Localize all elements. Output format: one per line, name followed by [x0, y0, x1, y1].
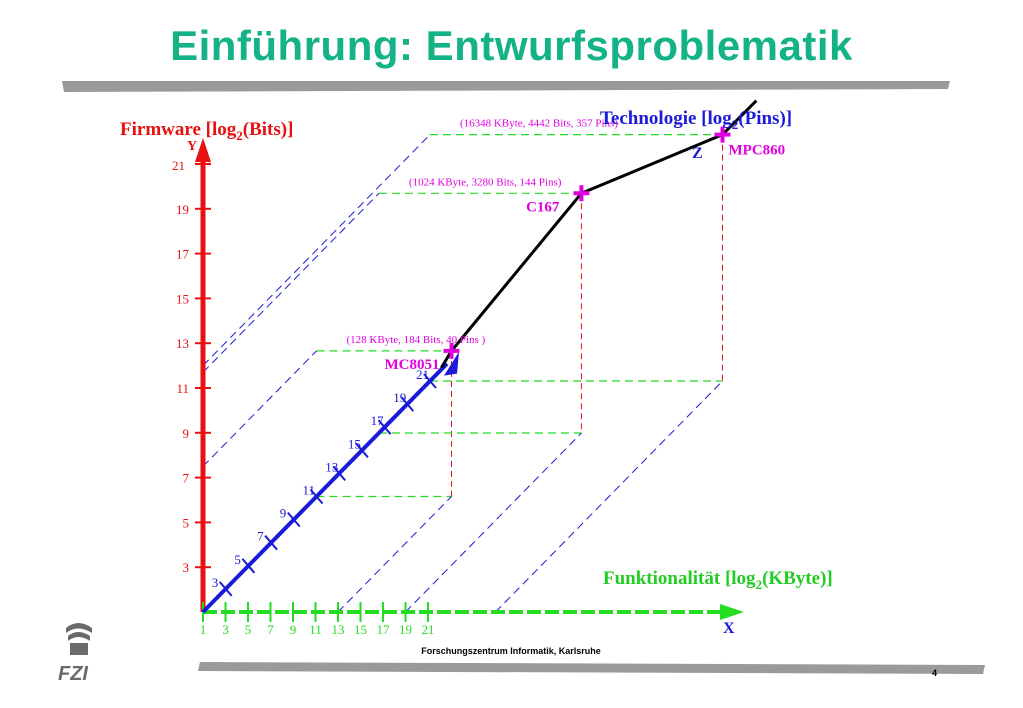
- technology-axis-title: Technologie [log2(Pins)]: [600, 108, 792, 132]
- x-tick-label: 1: [200, 622, 207, 637]
- footer-bar: [198, 662, 985, 674]
- page-title: Einführung: Entwurfsproblematik: [170, 22, 853, 69]
- chip-label: MPC860: [729, 143, 786, 159]
- chip-markers: (128 KByte, 184 Bits, 40 Pins ) MC8051 (10…: [347, 118, 786, 373]
- z-axis-arrow: [444, 351, 460, 376]
- x-tick-label: 15: [354, 622, 367, 637]
- wall-guide: [202, 350, 317, 467]
- x-tick-label: 13: [332, 622, 345, 637]
- z-tick: [423, 373, 437, 389]
- z-tick: [400, 396, 415, 412]
- z-tick-label: 3: [212, 575, 219, 590]
- trend-line: [440, 99, 758, 369]
- x-tick-label: 7: [267, 622, 274, 637]
- x-tick-label: 21: [422, 622, 435, 637]
- y-tick-label: 3: [183, 560, 190, 575]
- title-underline: [62, 81, 950, 92]
- y-tick-label: 17: [176, 247, 190, 262]
- z-tick: [377, 419, 392, 435]
- z-tick: [332, 465, 346, 482]
- y-tick-label: 11: [176, 381, 189, 396]
- y-tick-label: 13: [176, 336, 189, 351]
- chip-marker: [714, 126, 731, 143]
- z-tick-label: 11: [303, 483, 316, 498]
- z-tick-label: 7: [257, 529, 264, 544]
- z-axis-letter: Z: [692, 145, 703, 162]
- functionality-axis-title: Funktionalität [log2(KByte)]: [603, 568, 833, 592]
- z-tick: [355, 442, 369, 458]
- depth-guide: [337, 496, 452, 613]
- z-tick-label: 17: [371, 413, 385, 428]
- y-tick-label: 15: [176, 291, 189, 306]
- depth-guide: [495, 380, 723, 613]
- depth-guide: [405, 432, 582, 613]
- y-tick-label: 21: [172, 158, 185, 173]
- z-tick: [309, 488, 324, 505]
- chip-marker: [443, 342, 460, 359]
- wall-guide: [202, 192, 380, 373]
- z-tick-label: 19: [393, 390, 406, 405]
- y-tick-label: 19: [176, 202, 189, 217]
- chip-annotation: (1024 KByte, 3280 Bits, 144 Pins): [409, 176, 562, 188]
- z-tick: [287, 511, 301, 528]
- wall-guide: [202, 134, 431, 366]
- y-axis-arrow: [195, 138, 211, 162]
- z-tick-label: 21: [416, 367, 429, 382]
- z-tick-label: 5: [234, 552, 241, 567]
- z-tick-label: 9: [280, 506, 287, 521]
- x-tick-label: 3: [222, 622, 229, 637]
- y-tick-label: 7: [183, 471, 190, 486]
- fzi-logo: FZI: [58, 623, 92, 685]
- y-axis-letter: Y: [187, 139, 197, 154]
- chip-label: MC8051: [385, 357, 440, 373]
- projection-guides: [202, 134, 723, 613]
- x-tick-label: 19: [399, 622, 412, 637]
- fzi-logo-text: FZI: [58, 663, 88, 685]
- z-tick-label: 15: [348, 436, 361, 451]
- x-axis-arrow: [720, 604, 744, 620]
- chip-annotation: (16348 KByte, 4442 Bits, 357 Pins): [460, 118, 618, 130]
- chip-label: C167: [526, 199, 560, 215]
- z-tick: [264, 535, 278, 551]
- z-tick-label: 13: [325, 459, 338, 474]
- x-tick-label: 17: [377, 622, 391, 637]
- firmware-axis-title: Firmware [log2(Bits)]: [120, 119, 293, 143]
- chip-annotation: (128 KByte, 184 Bits, 40 Pins ): [347, 334, 486, 346]
- page-number: 4: [932, 668, 937, 678]
- x-tick-label: 11: [309, 622, 322, 637]
- x-tick-label: 9: [290, 622, 297, 637]
- x-tick-label: 5: [245, 622, 252, 637]
- trend-polyline: [440, 99, 758, 369]
- chip-marker: [573, 185, 590, 202]
- z-tick: [218, 581, 233, 597]
- z-tick: [241, 558, 256, 574]
- x-axis-letter: X: [723, 620, 735, 637]
- footer-institute: Forschungszentrum Informatik, Karlsruhe: [421, 646, 601, 656]
- y-tick-label: 9: [183, 426, 190, 441]
- y-tick-label: 5: [183, 515, 190, 530]
